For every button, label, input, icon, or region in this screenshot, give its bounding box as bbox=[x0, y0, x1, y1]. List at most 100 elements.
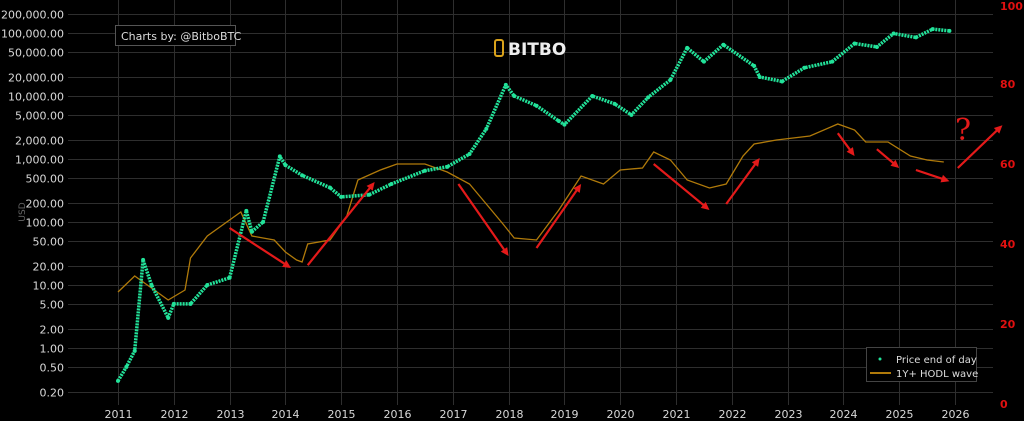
x-tick-label: 2018 bbox=[496, 408, 524, 421]
price-point bbox=[484, 126, 489, 131]
annotation-arrows bbox=[228, 125, 1003, 268]
x-tick-label: 2024 bbox=[830, 408, 858, 421]
arrow-shaft bbox=[725, 162, 758, 205]
y-tick-label: 50.00 bbox=[33, 236, 65, 249]
price-point bbox=[874, 44, 879, 49]
x-tick-label: 2013 bbox=[217, 408, 245, 421]
y-axis-label: USD bbox=[18, 202, 28, 221]
price-point bbox=[930, 27, 935, 32]
price-point bbox=[166, 315, 171, 320]
price-point bbox=[283, 163, 288, 168]
y-tick-label: 5.00 bbox=[40, 299, 65, 312]
question-mark-annotation: ? bbox=[955, 113, 971, 148]
price-point bbox=[188, 301, 193, 306]
price-line bbox=[116, 27, 950, 382]
annotation-arrow bbox=[915, 168, 950, 183]
y-tick-label: 0.50 bbox=[40, 362, 65, 375]
price-point bbox=[124, 364, 129, 369]
arrow-head-icon bbox=[940, 174, 950, 183]
price-point bbox=[339, 194, 344, 199]
arrow-head-icon bbox=[890, 159, 900, 168]
left-axis: 200,000.00 100,000.00 50,000.00 20,000.00 10… bbox=[1, 9, 64, 400]
arrow-shaft bbox=[836, 132, 852, 152]
price-point bbox=[244, 208, 249, 213]
price-point bbox=[612, 101, 617, 106]
arrow-head-icon bbox=[846, 147, 855, 156]
price-point bbox=[277, 154, 282, 159]
arrow-head-icon bbox=[993, 125, 1003, 134]
legend-hodl-label[interactable]: 1Y+ HODL wave bbox=[896, 369, 978, 380]
price-point bbox=[261, 219, 266, 224]
y-tick-label: 100,000.00 bbox=[1, 28, 64, 41]
price-point bbox=[132, 348, 137, 353]
price-point bbox=[422, 168, 427, 173]
arrow-shaft bbox=[957, 128, 999, 169]
price-point bbox=[830, 59, 835, 64]
y-tick-label: 5,000.00 bbox=[15, 110, 64, 123]
price-point bbox=[141, 257, 146, 262]
right-axis: 0 20 40 60 80 100 bbox=[1000, 0, 1023, 411]
arrow-shaft bbox=[228, 227, 287, 266]
legend: Price end of day 1Y+ HODL wave bbox=[866, 347, 978, 382]
y2-tick-label: 40 bbox=[1000, 238, 1016, 251]
x-tick-label: 2019 bbox=[551, 408, 579, 421]
arrow-shaft bbox=[306, 185, 372, 266]
price-series bbox=[116, 27, 952, 383]
price-point bbox=[721, 42, 726, 47]
arrow-head-icon bbox=[573, 184, 582, 193]
arrow-shaft bbox=[915, 168, 945, 181]
credit-text: Charts by: @BitboBTC bbox=[121, 30, 242, 43]
grid bbox=[68, 0, 993, 405]
y-tick-label: 2.00 bbox=[40, 324, 65, 337]
y-tick-label: 500.00 bbox=[26, 173, 65, 186]
annotation-arrow bbox=[306, 182, 375, 266]
credit-box: Charts by: @BitboBTC bbox=[115, 25, 242, 46]
price-point bbox=[116, 378, 120, 383]
x-tick-label: 2011 bbox=[105, 408, 133, 421]
x-tick-label: 2015 bbox=[328, 408, 356, 421]
y-tick-label: 2,000.00 bbox=[15, 135, 64, 148]
arrow-shaft bbox=[535, 188, 579, 249]
x-axis: 2011 2012 2013 2014 2015 2016 2017 2018 2019 2020… bbox=[105, 408, 970, 421]
annotation-arrow bbox=[652, 163, 710, 210]
x-tick-label: 2020 bbox=[607, 408, 635, 421]
x-tick-label: 2017 bbox=[440, 408, 468, 421]
y-tick-label: 20.00 bbox=[33, 261, 65, 274]
price-point bbox=[852, 41, 857, 46]
price-point bbox=[328, 185, 333, 190]
price-point bbox=[668, 77, 673, 82]
price-point bbox=[556, 119, 561, 124]
y-tick-label: 200.00 bbox=[26, 198, 65, 211]
legend-price-label[interactable]: Price end of day bbox=[896, 355, 977, 366]
x-tick-label: 2021 bbox=[663, 408, 691, 421]
arrow-shaft bbox=[876, 148, 896, 165]
price-point bbox=[891, 31, 896, 36]
arrow-head-icon bbox=[500, 247, 509, 256]
annotation-arrow bbox=[957, 125, 1003, 169]
x-tick-label: 2014 bbox=[272, 408, 300, 421]
y2-tick-label: 0 bbox=[1000, 398, 1008, 411]
y2-tick-label: 80 bbox=[1000, 78, 1016, 91]
y-tick-label: 200,000.00 bbox=[1, 9, 64, 22]
logo-text: BITBO bbox=[508, 40, 566, 60]
y2-tick-label: 60 bbox=[1000, 158, 1016, 171]
price-point bbox=[512, 93, 517, 98]
arrow-head-icon bbox=[366, 182, 375, 191]
price-point bbox=[389, 182, 394, 187]
price-point bbox=[534, 103, 539, 108]
y-tick-label: 10,000.00 bbox=[8, 91, 64, 104]
annotation-arrow bbox=[535, 184, 582, 249]
price-point bbox=[701, 59, 706, 64]
annotation-arrow bbox=[876, 148, 900, 168]
annotation-arrow bbox=[457, 183, 509, 256]
y-tick-label: 1,000.00 bbox=[15, 154, 64, 167]
price-point bbox=[752, 63, 757, 68]
x-tick-label: 2026 bbox=[942, 408, 970, 421]
y-tick-label: 100.00 bbox=[26, 217, 65, 230]
y-tick-label: 50,000.00 bbox=[8, 47, 64, 60]
y-tick-label: 0.20 bbox=[40, 387, 65, 400]
price-point bbox=[227, 275, 232, 280]
annotation-arrow bbox=[836, 132, 855, 156]
price-point bbox=[467, 151, 472, 156]
price-point bbox=[171, 301, 176, 306]
